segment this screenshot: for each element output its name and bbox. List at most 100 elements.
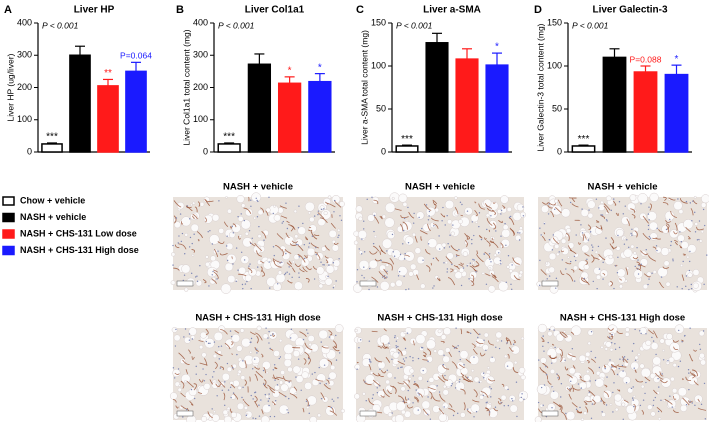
- cell: [377, 390, 385, 398]
- cell: [391, 249, 401, 259]
- nucleus: [466, 265, 468, 267]
- nucleus: [288, 381, 290, 383]
- stain: [578, 242, 582, 245]
- stain: [633, 403, 636, 411]
- cell: [469, 354, 480, 365]
- cell: [625, 327, 630, 332]
- stain: [559, 404, 563, 412]
- stain: [491, 238, 494, 241]
- stain: [256, 335, 259, 344]
- nucleus: [443, 262, 445, 264]
- stain: [413, 340, 415, 346]
- cell: [444, 260, 449, 265]
- stain: [560, 354, 563, 362]
- stain: [691, 373, 696, 379]
- stain: [420, 236, 423, 241]
- nucleus: [232, 392, 235, 394]
- stain: [476, 250, 478, 255]
- cell: [698, 330, 705, 337]
- stain: [276, 233, 284, 240]
- nucleus: [468, 278, 470, 280]
- nucleus: [634, 265, 636, 268]
- scale-bar: [176, 280, 194, 287]
- cell: [318, 358, 330, 369]
- cell: [663, 260, 670, 267]
- nucleus: [616, 373, 619, 376]
- nucleus: [184, 328, 187, 330]
- legend-label: Chow + vehicle: [20, 195, 85, 205]
- nucleus: [189, 218, 191, 220]
- nucleus: [255, 348, 258, 350]
- cell: [205, 261, 210, 267]
- cell: [294, 281, 303, 291]
- cell: [509, 404, 518, 413]
- nucleus: [368, 288, 370, 291]
- stain: [404, 254, 410, 258]
- stain: [387, 389, 392, 394]
- nucleus: [216, 395, 218, 397]
- stain: [399, 223, 404, 231]
- nucleus: [631, 350, 634, 352]
- cell: [392, 351, 400, 359]
- micrograph: [353, 326, 529, 422]
- stain: [441, 365, 450, 370]
- cell: [317, 413, 322, 418]
- cell: [273, 350, 280, 357]
- cell: [340, 408, 345, 413]
- nucleus: [401, 366, 403, 368]
- nucleus: [317, 210, 320, 212]
- stain: [281, 249, 284, 257]
- nucleus: [451, 263, 453, 266]
- stain: [305, 278, 310, 283]
- nucleus: [330, 406, 333, 409]
- cell: [236, 194, 245, 204]
- cell: [307, 211, 311, 215]
- nucleus: [478, 225, 480, 228]
- stain: [255, 332, 263, 341]
- cell: [517, 228, 524, 235]
- nucleus: [323, 364, 326, 366]
- nucleus: [358, 248, 360, 250]
- stain: [297, 244, 304, 251]
- nucleus: [363, 220, 365, 222]
- cell: [669, 229, 679, 239]
- cell: [325, 264, 335, 274]
- nucleus: [438, 235, 440, 237]
- stain: [674, 222, 678, 231]
- nucleus: [587, 239, 590, 241]
- stain: [174, 244, 180, 249]
- nucleus: [595, 198, 598, 200]
- nucleus: [510, 283, 512, 286]
- stain: [465, 359, 471, 364]
- nucleus: [672, 260, 674, 262]
- cell: [699, 352, 705, 359]
- stain: [665, 224, 670, 233]
- stain: [213, 269, 218, 273]
- nucleus: [542, 404, 544, 406]
- cell: [674, 324, 685, 334]
- stain: [254, 366, 260, 370]
- cell: [421, 400, 431, 410]
- cell: [583, 411, 588, 416]
- nucleus: [670, 244, 672, 247]
- stain: [379, 251, 382, 255]
- stain: [484, 203, 488, 207]
- cell: [649, 232, 658, 241]
- nucleus: [691, 402, 693, 404]
- stain: [397, 348, 403, 356]
- stain: [439, 393, 446, 402]
- nucleus: [418, 216, 420, 219]
- stain: [194, 206, 198, 213]
- cell: [680, 241, 689, 250]
- nucleus: [618, 200, 621, 203]
- stain: [230, 226, 232, 229]
- cell: [669, 342, 680, 353]
- nucleus: [473, 234, 475, 237]
- stain: [389, 258, 395, 265]
- cell: [518, 367, 526, 374]
- nucleus: [685, 275, 688, 277]
- nucleus: [655, 353, 657, 356]
- nucleus: [295, 243, 298, 246]
- nucleus: [649, 237, 652, 239]
- nucleus: [235, 280, 237, 283]
